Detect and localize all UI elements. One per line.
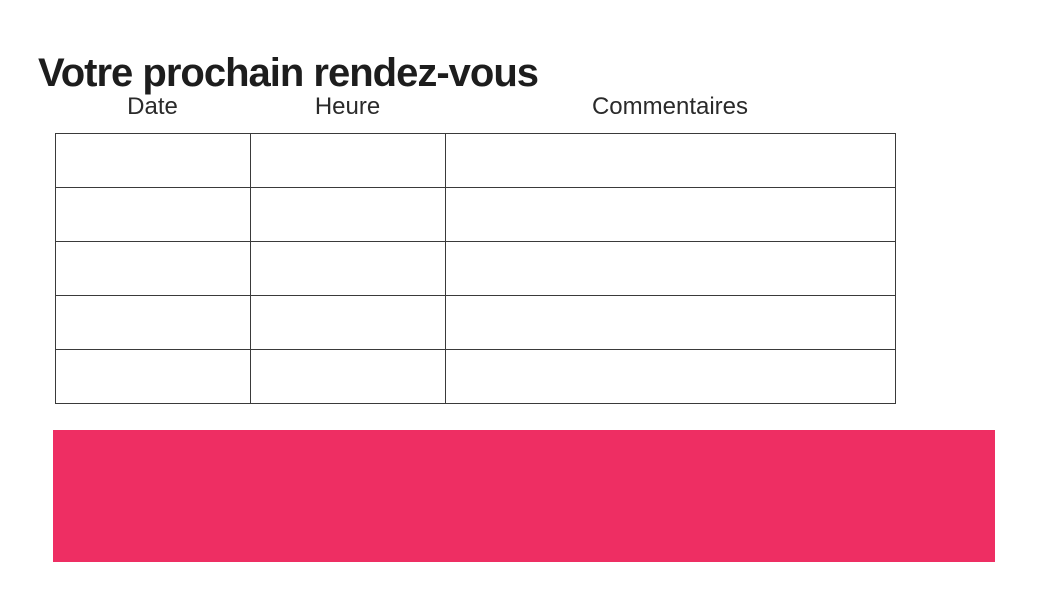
table-row xyxy=(55,295,896,350)
table-cell xyxy=(445,241,896,296)
table-row xyxy=(55,133,896,188)
table-cell xyxy=(55,241,251,296)
table-cell xyxy=(55,349,251,404)
table-cell xyxy=(55,133,251,188)
table-cell xyxy=(445,295,896,350)
column-header-heure: Heure xyxy=(314,93,381,120)
pink-banner xyxy=(53,430,995,562)
table-cell xyxy=(250,187,446,242)
table-cell xyxy=(445,133,896,188)
table-cell xyxy=(445,187,896,242)
appointments-table xyxy=(55,133,896,404)
table-cell xyxy=(250,295,446,350)
column-header-date: Date xyxy=(127,93,178,120)
table-cell xyxy=(250,133,446,188)
table-cell xyxy=(250,241,446,296)
table-cell xyxy=(55,187,251,242)
table-row xyxy=(55,187,896,242)
column-header-commentaires: Commentaires xyxy=(591,93,749,120)
table-cell xyxy=(55,295,251,350)
page-title: Votre prochain rendez-vous xyxy=(38,50,539,95)
table-row xyxy=(55,241,896,296)
table-cell xyxy=(250,349,446,404)
table-header-row: Date Heure Commentaires xyxy=(55,93,895,121)
table-cell xyxy=(445,349,896,404)
table-row xyxy=(55,349,896,404)
